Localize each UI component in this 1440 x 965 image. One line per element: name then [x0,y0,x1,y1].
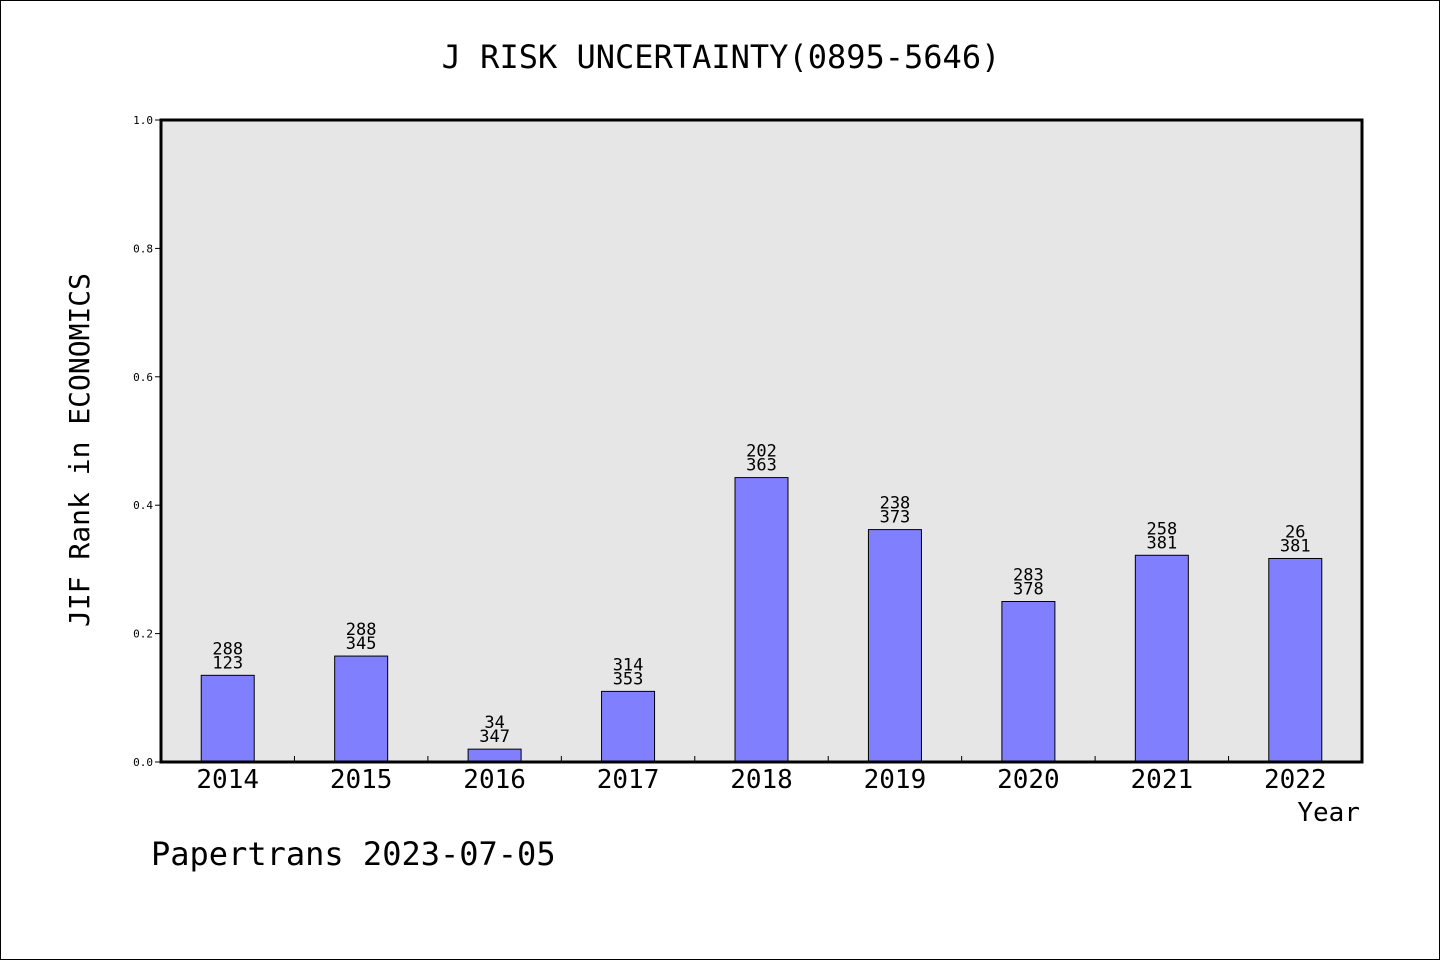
bar-label-total: 378 [1013,580,1044,600]
bar-label-total: 381 [1280,536,1311,556]
bar-2014 [200,674,255,763]
y-tick-label: 0.6 [133,371,153,384]
y-axis: 0.0 0.2 0.4 0.6 0.8 1.0 [133,114,161,769]
footer-caption: Papertrans 2023-07-05 [151,835,556,873]
bar-label-total: 123 [212,653,243,673]
x-tick-label: 2022 [1264,765,1327,795]
bar-series [200,477,1323,763]
bar-labels: 2881232883453434731435320236323837328337… [212,442,1310,748]
bar-label-total: 363 [746,456,777,476]
x-axis-label: Year [1297,798,1360,828]
x-tick-label: 2021 [1131,765,1194,795]
y-tick-label: 0.4 [133,499,153,512]
bar-label-total: 345 [346,634,377,654]
y-axis-label: JIF Rank in ECONOMICS [63,273,96,627]
x-tick-label: 2020 [997,765,1060,795]
x-axis: 2014 2015 2016 2017 2018 2019 2020 2021 2022 [196,756,1327,795]
y-tick-label: 0.0 [133,756,153,769]
bar-2020 [1001,601,1056,763]
bar-2016 [467,748,522,763]
bar-label-rank: 238 [880,494,911,514]
bar-2015 [334,655,389,763]
bar-label-rank: 288 [212,639,243,659]
bar-label-total: 353 [613,669,644,689]
bar-2022 [1268,557,1323,763]
x-tick-label: 2015 [330,765,393,795]
y-tick-label: 0.2 [133,628,153,641]
x-tick-label: 2016 [463,765,526,795]
bar-label-total: 347 [479,727,510,747]
bar-2017 [601,690,656,763]
x-tick-label: 2019 [864,765,927,795]
x-tick-label: 2014 [196,765,259,795]
bar-label-total: 381 [1146,533,1177,553]
bar-label-rank: 258 [1146,519,1177,539]
y-tick-label: 1.0 [133,114,153,127]
x-tick-label: 2017 [597,765,660,795]
plot-border [159,118,1364,764]
bar-2018 [734,477,789,763]
y-tick-label: 0.8 [133,242,153,255]
bar-label-rank: 202 [746,442,777,462]
bar-label-rank: 314 [613,655,644,675]
bar-2021 [1134,554,1189,763]
bar-label-rank: 283 [1013,566,1044,586]
chart-title: J RISK UNCERTAINTY(0895-5646) [442,38,1001,76]
bar-2019 [867,529,922,763]
bar-label-rank: 288 [346,620,377,640]
x-tick-label: 2018 [730,765,793,795]
bar-label-rank: 34 [484,713,504,733]
bar-label-rank: 26 [1285,522,1305,542]
bar-label-total: 373 [880,508,911,528]
